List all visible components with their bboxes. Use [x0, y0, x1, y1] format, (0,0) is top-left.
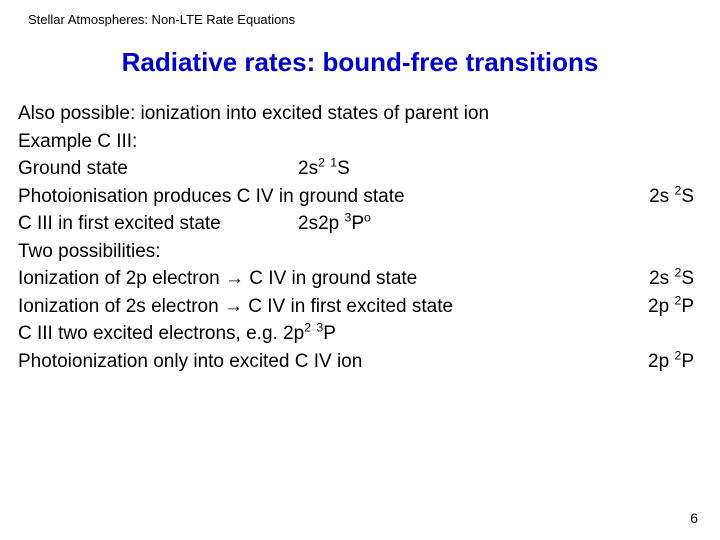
- t: P: [681, 296, 694, 317]
- line-3-term: 2s2 1S: [298, 155, 350, 183]
- t: S: [681, 186, 694, 207]
- line-5-term: 2s2p 3Po: [298, 210, 371, 238]
- line-3-left: Ground state: [18, 155, 128, 183]
- t: S: [681, 268, 694, 289]
- slide-header: Stellar Atmospheres: Non-LTE Rate Equati…: [0, 0, 720, 27]
- line-8-left: Ionization of 2s electron → C IV in firs…: [18, 293, 453, 321]
- line-10-term: 2p 2P: [648, 348, 694, 376]
- t: P: [323, 323, 336, 344]
- line-4-term: 2s 2S: [649, 183, 694, 211]
- line-8: Ionization of 2s electron → C IV in firs…: [18, 293, 702, 321]
- t: 2s2p: [298, 213, 344, 234]
- t: 2s: [649, 186, 674, 207]
- line-3: Ground state 2s2 1S: [18, 155, 702, 183]
- line-2: Example C III:: [18, 128, 702, 156]
- t: P: [681, 351, 694, 372]
- line-8-term: 2p 2P: [648, 293, 694, 321]
- sup: o: [364, 211, 371, 225]
- line-10: Photoionization only into excited C IV i…: [18, 348, 702, 376]
- line-10-left: Photoionization only into excited C IV i…: [18, 348, 362, 376]
- line-1-text: Also possible: ionization into excited s…: [18, 100, 489, 128]
- line-6: Two possibilities:: [18, 238, 702, 266]
- line-4: Photoionisation produces C IV in ground …: [18, 183, 702, 211]
- line-5: C III in first excited state 2s2p 3Po: [18, 210, 702, 238]
- line-7-left: Ionization of 2p electron → C IV in grou…: [18, 265, 417, 293]
- line-5-left: C III in first excited state: [18, 210, 221, 238]
- line-9-text: C III two excited electrons, e.g. 2p2 3P: [18, 320, 336, 348]
- page-number: 6: [690, 510, 698, 526]
- t: 2s: [298, 158, 318, 179]
- slide-title: Radiative rates: bound-free transitions: [0, 47, 720, 78]
- t: P: [351, 213, 364, 234]
- t: 2p: [648, 351, 674, 372]
- t: 2s: [649, 268, 674, 289]
- t: S: [337, 158, 350, 179]
- line-7: Ionization of 2p electron → C IV in grou…: [18, 265, 702, 293]
- t: 2p: [648, 296, 674, 317]
- line-2-text: Example C III:: [18, 128, 137, 156]
- line-4-left: Photoionisation produces C IV in ground …: [18, 183, 405, 211]
- slide-body: Also possible: ionization into excited s…: [0, 100, 720, 375]
- t: C III two excited electrons, e.g. 2p: [18, 323, 304, 344]
- sup: 2: [318, 156, 325, 170]
- line-6-text: Two possibilities:: [18, 238, 161, 266]
- line-9: C III two excited electrons, e.g. 2p2 3P: [18, 320, 702, 348]
- line-1: Also possible: ionization into excited s…: [18, 100, 702, 128]
- line-7-term: 2s 2S: [649, 265, 694, 293]
